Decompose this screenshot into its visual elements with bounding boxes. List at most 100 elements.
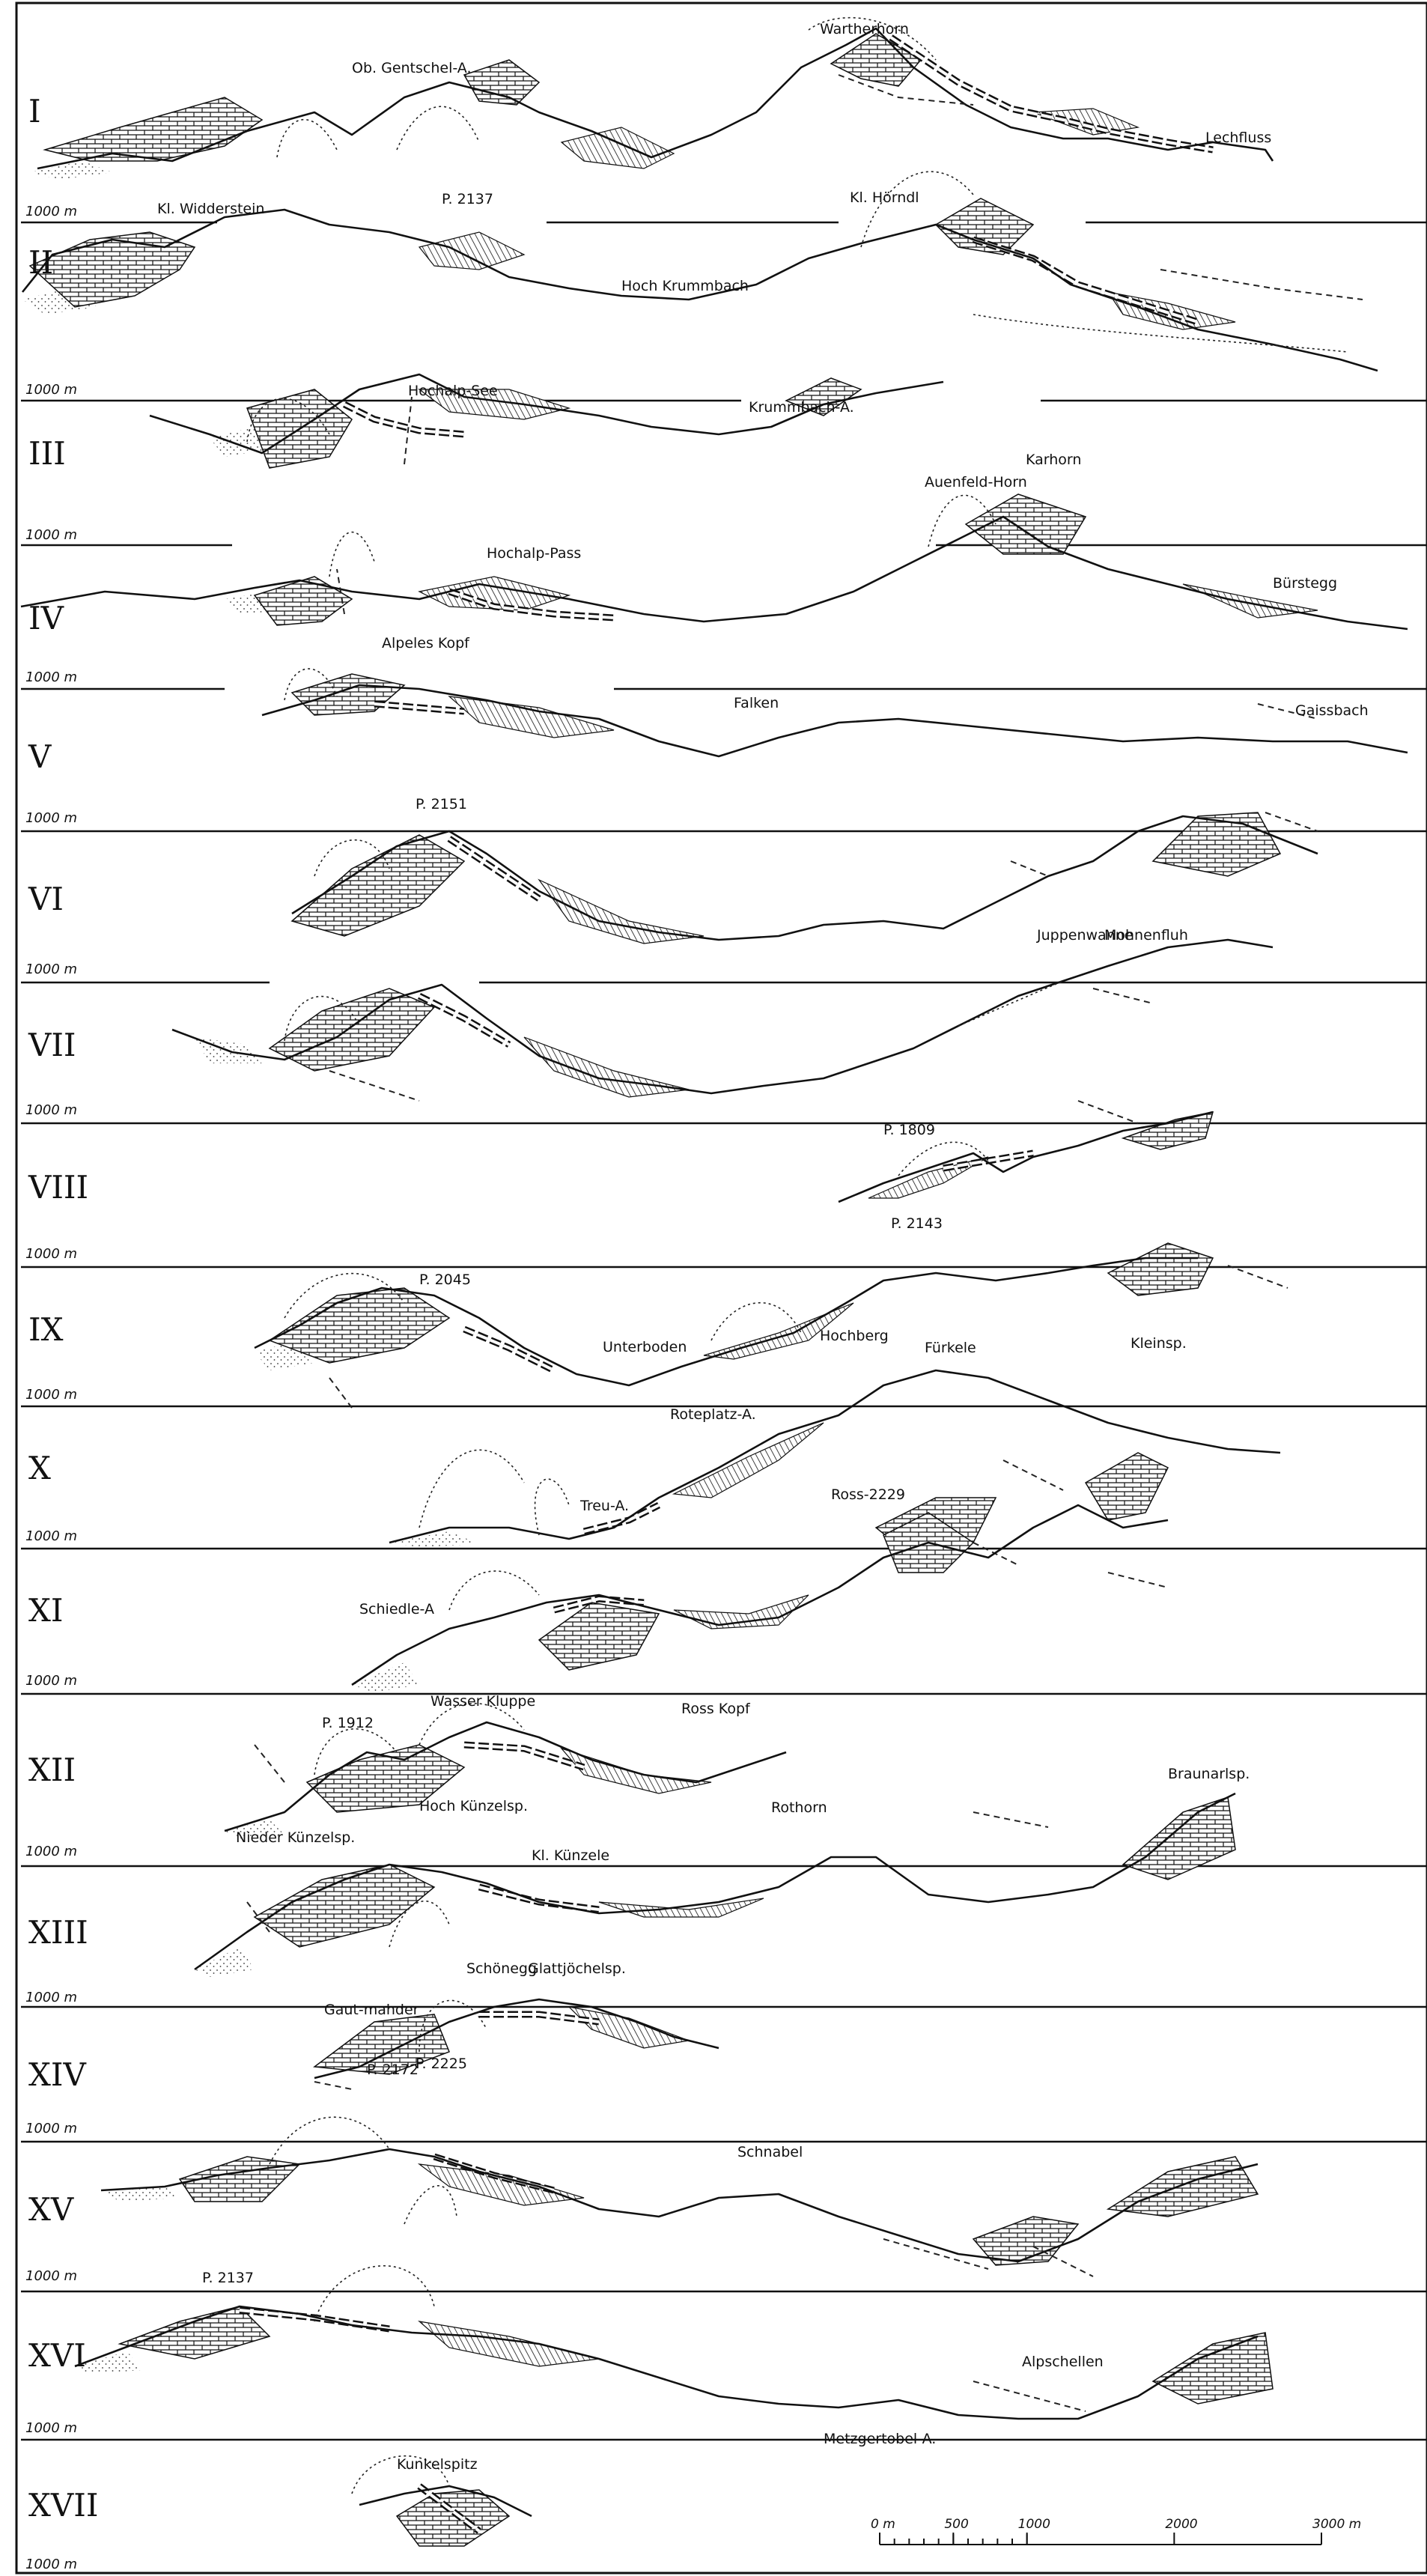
ground-profile — [254, 1257, 1198, 1387]
ground-profile — [389, 1369, 1281, 1544]
scale-tick-label: 1000 — [1018, 2517, 1050, 2532]
ground-profile — [21, 208, 1378, 372]
fold-axis-arc — [269, 2116, 390, 2165]
limestone-massif — [253, 1864, 436, 1948]
ground-profile — [74, 2305, 1259, 2420]
schist-body — [418, 389, 571, 420]
elevation-label: 1000 m — [25, 2420, 77, 2436]
ground-profile — [351, 1504, 1169, 1686]
thrust-fault — [1160, 269, 1363, 300]
place-label-p-2172: P. 2172 — [367, 2062, 419, 2078]
ground-profile — [224, 1721, 787, 1832]
schist-body — [418, 231, 526, 270]
marker-bed-inner — [583, 1504, 660, 1533]
profile-numeral: VIII — [28, 1169, 88, 1206]
schist-body — [560, 1747, 712, 1794]
fold-axis-arc — [246, 398, 330, 443]
limestone-massif — [1107, 1242, 1214, 1296]
fold-axis-arc — [396, 106, 480, 151]
scree-deposit — [389, 1531, 479, 1547]
place-label-hoch-krummbach: Hoch Krummbach — [621, 278, 749, 294]
fold-axis-arc — [276, 119, 338, 158]
schist-body — [538, 878, 705, 944]
fold-axis-arc — [534, 1478, 570, 1536]
limestone-massif — [1106, 2156, 1259, 2217]
thrust-fault — [973, 2381, 1086, 2412]
fold-axis-arc — [314, 2265, 435, 2322]
elevation-label: 1000 m — [25, 382, 77, 398]
elevation-label: 1000 m — [25, 669, 77, 685]
limestone-massif — [934, 198, 1035, 255]
elevation-label: 1000 m — [25, 1528, 77, 1544]
fold-axis-arc — [711, 1302, 802, 1341]
fold-axis-arc — [419, 1449, 525, 1528]
limestone-massif — [972, 2216, 1080, 2266]
elevation-label: 1000 m — [25, 1246, 77, 1262]
profile-numeral: VII — [28, 1027, 76, 1063]
marker-bed-inner — [448, 837, 541, 900]
ground-profile — [37, 27, 1274, 170]
schist-body — [703, 1302, 854, 1360]
schist-body — [448, 696, 615, 738]
profile-xvi: XVI 1000 m P. 2137 Alpschellen Metzgertobel-… — [21, 2265, 1427, 2447]
schist-body — [868, 1156, 989, 1199]
marker-bed-inner — [943, 1152, 1034, 1170]
place-label-braunarlsp: Braunarlsp. — [1168, 1766, 1250, 1782]
profile-numeral: VI — [28, 881, 64, 917]
profile-numeral: IV — [28, 600, 64, 637]
place-label-schonegg: Schönegg — [466, 1960, 537, 1977]
thrust-fault — [973, 1542, 1019, 1566]
place-label-p-2137: P. 2137 — [202, 2270, 254, 2286]
limestone-massif — [43, 97, 264, 162]
elevation-label: 1000 m — [25, 2557, 77, 2572]
elevation-label: 1000 m — [25, 962, 77, 977]
place-label-burstegg: Bürstegg — [1273, 575, 1337, 592]
thrust-fault — [336, 568, 345, 615]
schist-body — [418, 2321, 600, 2367]
place-label-p-2225: P. 2225 — [416, 2056, 467, 2072]
scree-deposit — [195, 1947, 255, 1977]
schist-body — [418, 576, 571, 611]
place-label-p-2151: P. 2151 — [416, 796, 467, 812]
marker-bed-inner — [448, 590, 615, 619]
scale-tick-label: 0 m — [871, 2517, 895, 2532]
profile-numeral: XI — [28, 1592, 64, 1629]
thrust-fault — [314, 2081, 353, 2090]
scree-deposit — [210, 427, 270, 457]
thrust-fault — [883, 2238, 989, 2270]
thrust-fault — [1265, 812, 1318, 832]
place-label-furkele: Fürkele — [925, 1340, 976, 1356]
elevation-label: 1000 m — [25, 810, 77, 826]
limestone-massif — [1084, 1452, 1169, 1521]
place-label-schiedle-a: Schiedle-A — [359, 1601, 434, 1617]
limestone-massif — [268, 1287, 451, 1364]
place-label-auenfeld-horn: Auenfeld-Horn — [925, 474, 1027, 490]
fold-axis-arc — [928, 494, 997, 547]
place-label-treu-a: Treu-A. — [579, 1498, 629, 1514]
fold-axis-arc — [404, 2185, 457, 2225]
place-label-nieder-kunzelsp: Nieder Künzelsp. — [236, 1829, 355, 1846]
ground-profile — [194, 1792, 1236, 1971]
fold-axis-arc — [389, 1901, 450, 1948]
thrust-fault — [1092, 988, 1154, 1004]
marker-bed-inner — [463, 1743, 585, 1769]
profile-numeral: X — [28, 1450, 51, 1486]
place-label-falken: Falken — [734, 695, 779, 711]
thrust-fault — [329, 1070, 420, 1102]
limestone-massif — [1151, 2332, 1274, 2405]
place-label-alpschellen: Alpschellen — [1022, 2354, 1104, 2370]
place-label-juppenwanne: Juppenwanne — [1036, 927, 1133, 944]
marker-bed-inner — [374, 702, 465, 713]
fold-axis-arc — [860, 171, 974, 248]
ground-profile — [171, 938, 1274, 1095]
elevation-label: 1000 m — [25, 204, 77, 219]
profile-numeral: XVII — [28, 2487, 98, 2524]
place-label-wasser-kluppe: Wasser Kluppe — [430, 1693, 535, 1710]
place-label-krummbach-a: Krummbach-A. — [749, 399, 854, 416]
fold-axis-arc — [284, 668, 338, 701]
limestone-massif — [290, 673, 406, 716]
place-label-glattjochelsp: Glattjöchelsp. — [528, 1960, 626, 1977]
place-label-p-2143: P. 2143 — [891, 1215, 943, 1232]
profiles-layer: I 1000 m Ob. Gentschel-A. Wartherhorn Lechfl… — [20, 16, 1427, 2572]
